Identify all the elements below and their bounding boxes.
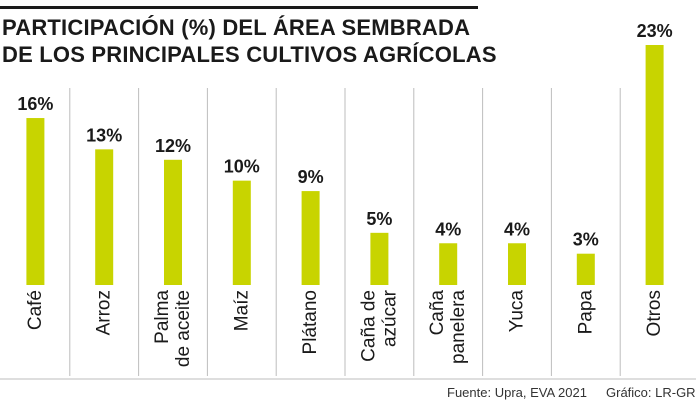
bar — [95, 149, 114, 285]
graphic-credit: Gráfico: LR-GR — [606, 385, 696, 400]
category-label-line: Café — [25, 290, 46, 330]
category-label-line: Yuca — [507, 290, 528, 333]
category-label: Plátano — [300, 290, 321, 354]
bar — [164, 159, 182, 285]
category-label: Palma de aceite — [152, 290, 194, 368]
data-label: 10% — [224, 157, 260, 177]
category-label-line: panelera — [448, 290, 469, 364]
top-rule — [0, 6, 478, 9]
category-label-line: Plátano — [300, 290, 321, 354]
bar — [645, 45, 664, 285]
category-label-line: Maíz — [231, 290, 252, 331]
data-label: 12% — [155, 136, 191, 156]
category-label: Papa — [575, 290, 596, 335]
data-label: 9% — [298, 167, 324, 187]
bar — [508, 243, 526, 285]
data-label: 4% — [435, 219, 461, 239]
data-label: 16% — [17, 94, 53, 114]
data-label: 13% — [86, 125, 122, 145]
data-label: 4% — [504, 219, 530, 239]
category-label: Café — [25, 290, 46, 330]
category-label-line: azúcar — [379, 289, 400, 347]
title-line-1: PARTICIPACIÓN (%) DEL ÁREA SEMBRADA — [2, 15, 471, 40]
category-label: Otros — [644, 290, 665, 336]
bar — [301, 191, 320, 285]
bar — [26, 118, 45, 285]
category-label: Maíz — [231, 290, 252, 331]
bar — [232, 180, 251, 285]
category-label: Caña panelera — [427, 290, 469, 364]
category-label-line: Papa — [575, 290, 596, 335]
category-label-line: Caña de — [358, 290, 379, 362]
data-label: 3% — [573, 230, 599, 250]
category-label: Arroz — [94, 290, 115, 335]
bar — [576, 253, 595, 285]
title-line-2: DE LOS PRINCIPALES CULTIVOS AGRÍCOLAS — [2, 42, 497, 67]
category-label-line: Caña — [427, 290, 448, 336]
category-label-line: Arroz — [94, 290, 115, 335]
chart-title: PARTICIPACIÓN (%) DEL ÁREA SEMBRADA DE L… — [2, 14, 602, 68]
data-label: 5% — [366, 209, 392, 229]
category-label-line: Otros — [644, 290, 665, 336]
category-label-line: Palma — [152, 290, 173, 344]
bar — [439, 243, 458, 285]
data-label: 23% — [637, 21, 673, 41]
category-label: Yuca — [507, 290, 528, 333]
category-label: Caña de azúcar — [358, 289, 400, 362]
source-credit: Fuente: Upra, EVA 2021 — [447, 385, 587, 400]
bar — [370, 232, 389, 285]
category-label-line: de aceite — [173, 290, 194, 367]
